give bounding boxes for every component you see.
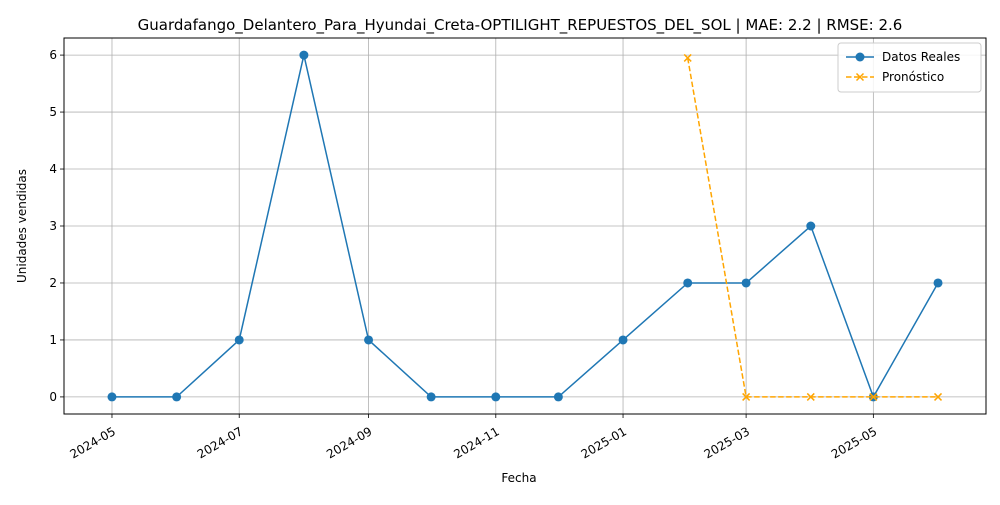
y-tick-label: 1 <box>49 333 57 347</box>
y-tick-label: 4 <box>49 162 57 176</box>
y-axis: 0 1 2 3 4 5 6 <box>49 48 64 404</box>
data-point-datos-reales <box>933 278 943 288</box>
x-axis: 2024-05 2024-07 2024-09 2024-11 2025-01 2025-… <box>68 414 879 461</box>
data-point-datos-reales <box>553 392 563 402</box>
data-point-datos-reales <box>618 335 628 345</box>
legend-label-pronostico: Pronóstico <box>882 70 944 84</box>
x-tick-label: 2024-07 <box>195 424 245 461</box>
data-point-pronostico <box>869 392 878 401</box>
grid-lines <box>64 38 986 414</box>
legend-marker-pronostico <box>855 72 865 82</box>
y-axis-label: Unidades vendidas <box>15 169 29 283</box>
series-line-datos-reales <box>111 54 939 399</box>
series-layer <box>107 50 943 402</box>
data-point-pronostico <box>806 392 815 401</box>
y-tick-label: 0 <box>49 390 57 404</box>
data-point-datos-reales <box>364 335 374 345</box>
x-tick-label: 2024-11 <box>451 424 501 461</box>
legend-frame <box>837 42 982 93</box>
legend-label-datos-reales: Datos Reales <box>882 50 960 64</box>
y-tick-label: 3 <box>49 219 57 233</box>
data-point-pronostico <box>683 53 692 62</box>
data-point-datos-reales <box>683 278 693 288</box>
data-point-datos-reales <box>806 221 816 231</box>
x-tick-label: 2024-09 <box>324 424 374 461</box>
y-tick-label: 6 <box>49 48 57 62</box>
data-point-pronostico <box>742 392 751 401</box>
x-tick-label: 2025-03 <box>702 424 752 461</box>
y-tick-label: 2 <box>49 276 57 290</box>
data-point-datos-reales <box>491 392 501 402</box>
data-point-datos-reales <box>426 392 436 402</box>
x-axis-label: Fecha <box>501 471 536 485</box>
data-point-datos-reales <box>234 335 244 345</box>
legend-marker-datos-reales <box>855 52 865 62</box>
data-point-datos-reales <box>299 50 309 60</box>
data-point-datos-reales <box>107 392 117 402</box>
x-tick-label: 2025-05 <box>829 424 879 461</box>
x-tick-label: 2025-01 <box>579 424 629 461</box>
legend: Datos Reales Pronóstico <box>837 42 982 93</box>
data-point-pronostico <box>933 392 943 401</box>
chart-title: Guardafango_Delantero_Para_Hyundai_Creta… <box>138 16 903 35</box>
x-tick-label: 2024-05 <box>68 424 118 461</box>
y-tick-label: 5 <box>49 105 57 119</box>
data-point-datos-reales <box>172 392 182 402</box>
data-point-datos-reales <box>741 278 751 288</box>
